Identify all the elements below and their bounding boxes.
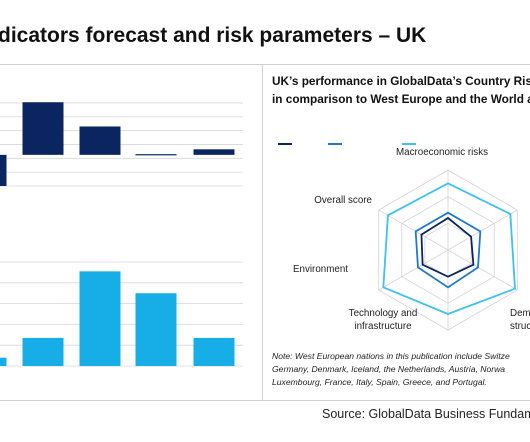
radar-series-line: [420, 216, 475, 278]
radar-spoke: [447, 209, 518, 251]
source-text: Source: GlobalData Business Fundamen: [322, 407, 530, 421]
radar-axis-label: Environment: [293, 264, 348, 275]
bar: [135, 154, 177, 156]
note-line: Luxembourg, France, Italy, Spain, Greece…: [272, 377, 487, 387]
bar: [22, 102, 64, 155]
radar-spoke: [378, 209, 449, 251]
radar-axis-label: infrastructure: [354, 321, 412, 332]
radar-title-line-1: UK’s performance in GlobalData’s Country…: [272, 74, 530, 88]
column-divider: [262, 64, 263, 400]
page-title: dicators forecast and risk parameters – …: [0, 24, 427, 47]
bar: [135, 293, 177, 366]
radar-axis-label: Demog: [510, 308, 530, 319]
bar: [0, 154, 7, 186]
bar: [193, 337, 235, 366]
radar-series-line: [414, 211, 482, 289]
bar-chart-top: [0, 102, 243, 187]
radar-axis-label: Overall score: [314, 195, 372, 206]
radar-spoke: [378, 249, 449, 291]
note-line: Note: West European nations in this publ…: [272, 351, 510, 361]
bar: [22, 337, 64, 366]
footnote: Note: West European nations in this publ…: [272, 350, 530, 389]
radar-chart: Macroeconomic risks Demog structu Technolog…: [278, 143, 530, 332]
radar-axis-label: Technology and: [349, 308, 418, 319]
bottom-divider: [0, 400, 530, 401]
note-line: Germany, Denmark, Iceland, the Netherlan…: [272, 364, 506, 374]
bar: [193, 149, 235, 155]
radar-spoke: [447, 249, 518, 291]
radar-series-line: [382, 182, 516, 315]
bar: [79, 126, 121, 155]
top-divider: [0, 64, 530, 65]
bar: [79, 271, 121, 366]
radar-axis-label: structu: [510, 321, 530, 332]
bar: [0, 357, 7, 366]
radar-axis-label: Macroeconomic risks: [396, 147, 488, 158]
radar-title-line-2: in comparison to West Europe and the Wor…: [272, 92, 530, 106]
bar-chart-bottom: [0, 261, 243, 367]
